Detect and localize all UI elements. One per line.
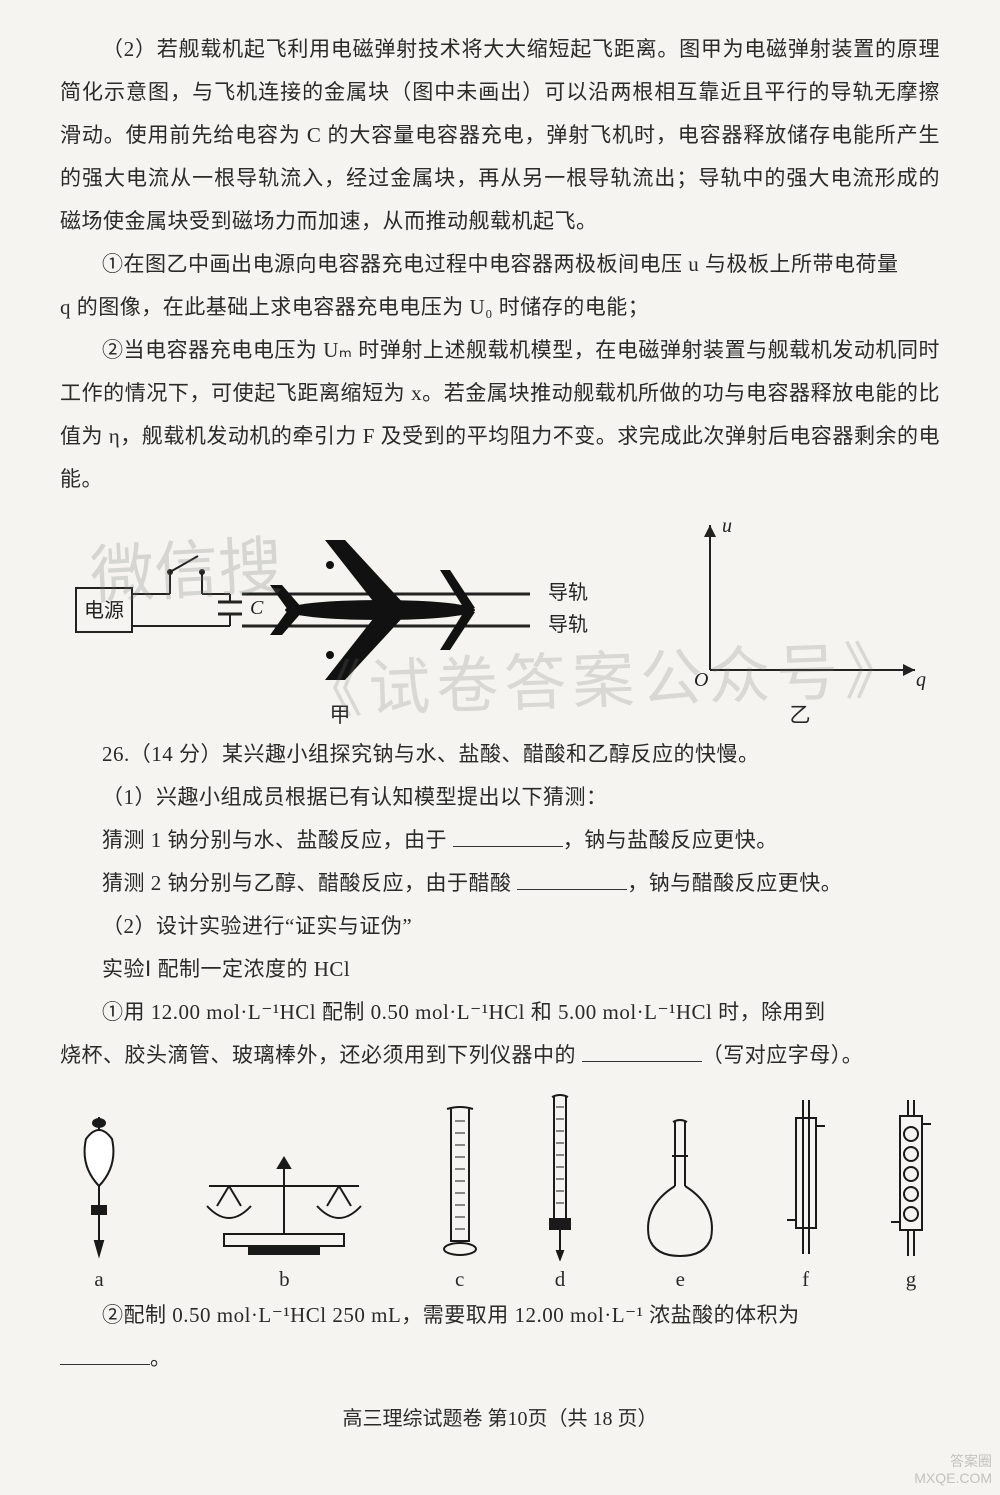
- corner-wm-1: 答案圈: [914, 1453, 992, 1470]
- instrument-c: c: [435, 1101, 485, 1292]
- figure-jia-caption: 甲: [330, 699, 351, 729]
- q26-step1b-text: 烧杯、胶头滴管、玻璃棒外，还必须用到下列仪器中的: [60, 1043, 582, 1067]
- figure-jia: 电源 C 导轨 导轨: [70, 510, 610, 690]
- blank-step2: [60, 1344, 150, 1365]
- page-footer: 高三理综试题卷 第10页（共 18 页）: [60, 1402, 940, 1431]
- q26-guess2-a: 猜测 2 钠分别与乙醇、醋酸反应，由于醋酸: [102, 871, 517, 895]
- instrument-e: e: [635, 1116, 725, 1292]
- instrument-label-f: f: [802, 1267, 809, 1292]
- rail-label-1: 导轨: [548, 581, 588, 604]
- blank-step1: [582, 1041, 702, 1062]
- q26-step1c-text: （写对应字母）。: [702, 1043, 864, 1067]
- axis-origin-label: O: [694, 669, 708, 690]
- blank-guess2: [517, 869, 627, 890]
- instrument-label-c: c: [455, 1267, 464, 1292]
- q26-part1: （1）兴趣小组成员根据已有认知模型提出以下猜测：: [60, 776, 940, 819]
- q26-part2: （2）设计实验进行“证实与证伪”: [60, 905, 940, 948]
- capacitor-label: C: [250, 597, 264, 619]
- paragraph-item-1b: q 的图像，在此基础上求电容器充电电压为 U₀ 时储存的电能；: [60, 286, 940, 329]
- figure-yi: u q O: [670, 510, 930, 690]
- q26-step2b-text: 。: [150, 1346, 172, 1370]
- paragraph-item-1a: ①在图乙中画出电源向电容器充电过程中电容器两极板间电压 u 与极板上所带电荷量: [60, 243, 940, 286]
- q26-guess1-b: ，钠与盐酸反应更快。: [563, 828, 778, 852]
- corner-watermark: 答案圈 MXQE.COM: [914, 1453, 992, 1487]
- q26-step1a: ①用 12.00 mol·L⁻¹HCl 配制 0.50 mol·L⁻¹HCl 和…: [60, 991, 940, 1034]
- instrument-a: a: [64, 1111, 134, 1292]
- instrument-label-e: e: [676, 1267, 685, 1292]
- figure-yi-caption: 乙: [790, 699, 811, 729]
- figure-yi-wrap: u q O 乙: [670, 510, 930, 729]
- blank-guess1: [453, 826, 563, 847]
- instrument-f: f: [781, 1096, 831, 1292]
- axis-q-label: q: [916, 669, 926, 690]
- condenser-2-icon: [886, 1096, 936, 1261]
- q26-step2b: 。: [60, 1337, 940, 1380]
- power-label: 电源: [84, 599, 124, 622]
- rail-label-2: 导轨: [548, 613, 588, 636]
- instrument-label-a: a: [94, 1267, 103, 1292]
- instrument-label-d: d: [555, 1267, 566, 1292]
- condenser-1-icon: [781, 1096, 831, 1261]
- figure-jia-wrap: 电源 C 导轨 导轨: [70, 510, 610, 729]
- q26-guess1: 猜测 1 钠分别与水、盐酸反应，由于 ，钠与盐酸反应更快。: [60, 819, 940, 862]
- q26-head: 26.（14 分）某兴趣小组探究钠与水、盐酸、醋酸和乙醇反应的快慢。: [60, 733, 940, 776]
- airplane-icon: [270, 540, 475, 680]
- instrument-d: d: [540, 1091, 580, 1292]
- instrument-b: b: [189, 1156, 379, 1292]
- instrument-label-g: g: [906, 1267, 917, 1292]
- cylinder-icon: [435, 1101, 485, 1261]
- corner-wm-2: MXQE.COM: [914, 1470, 992, 1487]
- paragraph-2: （2）若舰载机起飞利用电磁弹射技术将大大缩短起飞距离。图甲为电磁弹射装置的原理简…: [60, 28, 940, 243]
- q26-guess2-b: ，钠与醋酸反应更快。: [627, 871, 842, 895]
- balance-icon: [189, 1156, 379, 1261]
- burette-acid-icon: [540, 1091, 580, 1261]
- instrument-row: a b: [60, 1091, 940, 1292]
- q26-guess1-a: 猜测 1 钠分别与水、盐酸反应，由于: [102, 828, 453, 852]
- figure-row-1: 电源 C 导轨 导轨: [60, 510, 940, 729]
- instrument-g: g: [886, 1096, 936, 1292]
- q26-exp1: 实验Ⅰ 配制一定浓度的 HCl: [60, 948, 940, 991]
- q26-step2a: ②配制 0.50 mol·L⁻¹HCl 250 mL，需要取用 12.00 mo…: [60, 1294, 940, 1337]
- vol-flask-icon: [635, 1116, 725, 1261]
- q26-step1b: 烧杯、胶头滴管、玻璃棒外，还必须用到下列仪器中的 （写对应字母）。: [60, 1034, 940, 1077]
- paragraph-item-2: ②当电容器充电电压为 Uₘ 时弹射上述舰载机模型，在电磁弹射装置与舰载机发动机同…: [60, 329, 940, 501]
- q26-guess2: 猜测 2 钠分别与乙醇、醋酸反应，由于醋酸 ，钠与醋酸反应更快。: [60, 862, 940, 905]
- instrument-label-b: b: [279, 1267, 290, 1292]
- sep-funnel-icon: [64, 1111, 134, 1261]
- axis-u-label: u: [722, 515, 732, 537]
